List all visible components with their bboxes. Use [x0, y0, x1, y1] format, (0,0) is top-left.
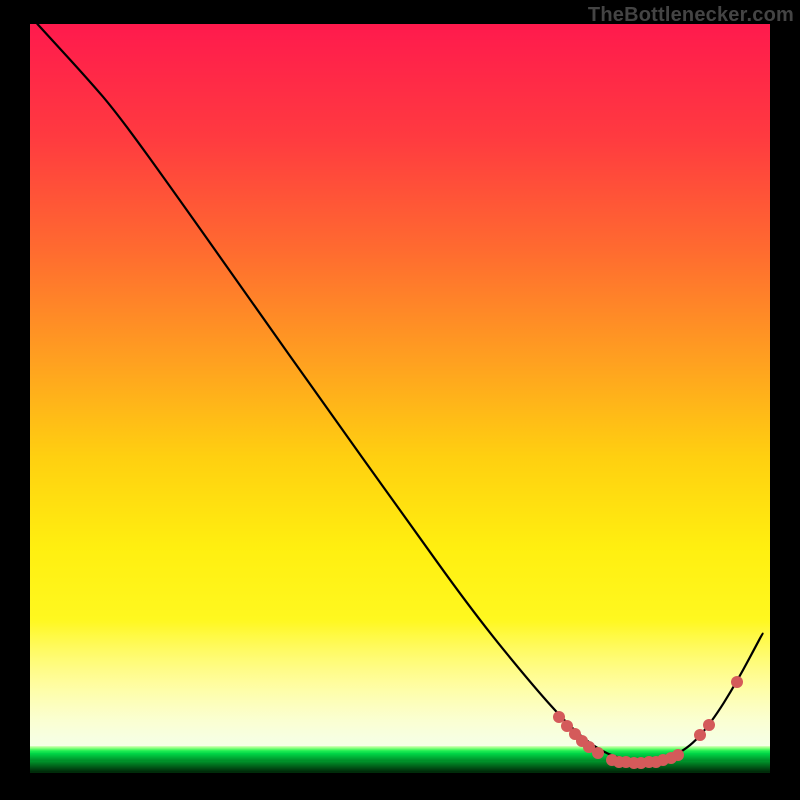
data-marker — [703, 719, 715, 731]
bottleneck-curve — [30, 24, 770, 772]
watermark-text: TheBottlenecker.com — [588, 4, 794, 27]
data-marker — [731, 676, 743, 688]
data-marker — [592, 747, 604, 759]
data-marker — [672, 749, 684, 761]
chart-container: TheBottlenecker.com — [0, 0, 800, 800]
data-marker — [694, 729, 706, 741]
plot-area — [30, 24, 770, 772]
